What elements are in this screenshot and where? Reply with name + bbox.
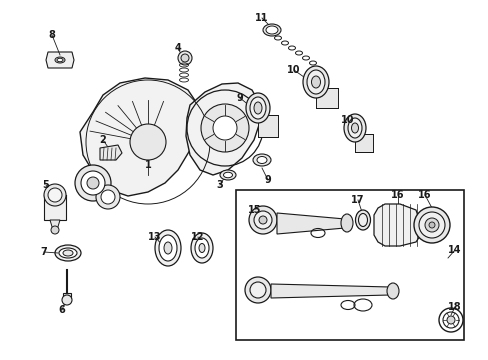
Text: 3: 3 <box>216 180 223 190</box>
Circle shape <box>81 171 105 195</box>
Ellipse shape <box>199 243 204 252</box>
Circle shape <box>62 295 72 305</box>
Ellipse shape <box>245 93 269 123</box>
Text: 10: 10 <box>341 115 354 125</box>
Ellipse shape <box>386 283 398 299</box>
Text: 9: 9 <box>264 175 271 185</box>
Ellipse shape <box>257 157 266 163</box>
Polygon shape <box>373 204 419 246</box>
Circle shape <box>244 277 270 303</box>
Text: 13: 13 <box>148 232 162 242</box>
Ellipse shape <box>63 250 73 256</box>
Circle shape <box>181 54 189 62</box>
Ellipse shape <box>223 172 232 178</box>
Circle shape <box>424 218 438 232</box>
Circle shape <box>44 184 66 206</box>
Text: 18: 18 <box>447 302 461 312</box>
Circle shape <box>178 51 192 65</box>
Ellipse shape <box>306 70 325 94</box>
Circle shape <box>248 206 276 234</box>
Bar <box>63 293 71 298</box>
Circle shape <box>428 222 434 228</box>
Circle shape <box>418 212 444 238</box>
Ellipse shape <box>57 58 63 62</box>
Text: 7: 7 <box>41 247 47 257</box>
Ellipse shape <box>59 248 77 258</box>
Ellipse shape <box>195 238 208 258</box>
Text: 5: 5 <box>42 180 49 190</box>
Ellipse shape <box>351 123 358 133</box>
Ellipse shape <box>263 24 281 36</box>
Bar <box>44 195 66 220</box>
Polygon shape <box>46 52 74 68</box>
Ellipse shape <box>340 214 352 232</box>
Ellipse shape <box>343 114 365 142</box>
Ellipse shape <box>303 66 328 98</box>
Polygon shape <box>270 284 389 298</box>
Ellipse shape <box>252 154 270 166</box>
Text: 9: 9 <box>236 93 243 103</box>
Bar <box>315 88 337 108</box>
Circle shape <box>201 104 248 152</box>
Circle shape <box>75 165 111 201</box>
Ellipse shape <box>249 97 265 119</box>
Text: 2: 2 <box>100 135 106 145</box>
Text: 15: 15 <box>248 205 261 215</box>
Text: 10: 10 <box>286 65 300 75</box>
Text: 12: 12 <box>191 232 204 242</box>
Text: 16: 16 <box>390 190 404 200</box>
Ellipse shape <box>155 230 181 266</box>
Bar <box>354 134 372 152</box>
Text: 6: 6 <box>59 305 65 315</box>
Text: 1: 1 <box>144 160 151 170</box>
Ellipse shape <box>358 213 367 226</box>
Polygon shape <box>100 145 122 160</box>
Polygon shape <box>50 220 60 230</box>
Polygon shape <box>80 78 200 196</box>
Bar <box>236 190 463 340</box>
Ellipse shape <box>253 102 262 114</box>
Text: 17: 17 <box>350 195 364 205</box>
Circle shape <box>259 216 266 224</box>
Ellipse shape <box>163 242 172 254</box>
Circle shape <box>96 185 120 209</box>
Ellipse shape <box>311 76 320 88</box>
Polygon shape <box>185 83 260 175</box>
Circle shape <box>101 190 115 204</box>
Circle shape <box>87 177 99 189</box>
Circle shape <box>249 282 265 298</box>
Circle shape <box>130 124 165 160</box>
Ellipse shape <box>265 26 278 34</box>
Text: 11: 11 <box>255 13 268 23</box>
Text: 14: 14 <box>447 245 461 255</box>
Circle shape <box>48 188 62 202</box>
Ellipse shape <box>191 233 213 263</box>
Text: 16: 16 <box>417 190 431 200</box>
Circle shape <box>253 211 271 229</box>
Ellipse shape <box>220 170 236 180</box>
Text: 4: 4 <box>174 43 181 53</box>
Circle shape <box>446 316 454 324</box>
Circle shape <box>51 226 59 234</box>
Circle shape <box>413 207 449 243</box>
Circle shape <box>213 116 237 140</box>
Bar <box>258 115 278 137</box>
Ellipse shape <box>159 235 177 261</box>
Text: 8: 8 <box>48 30 55 40</box>
Ellipse shape <box>55 245 81 261</box>
Ellipse shape <box>55 57 65 63</box>
Ellipse shape <box>347 118 361 138</box>
Polygon shape <box>276 213 345 234</box>
Ellipse shape <box>355 210 370 230</box>
